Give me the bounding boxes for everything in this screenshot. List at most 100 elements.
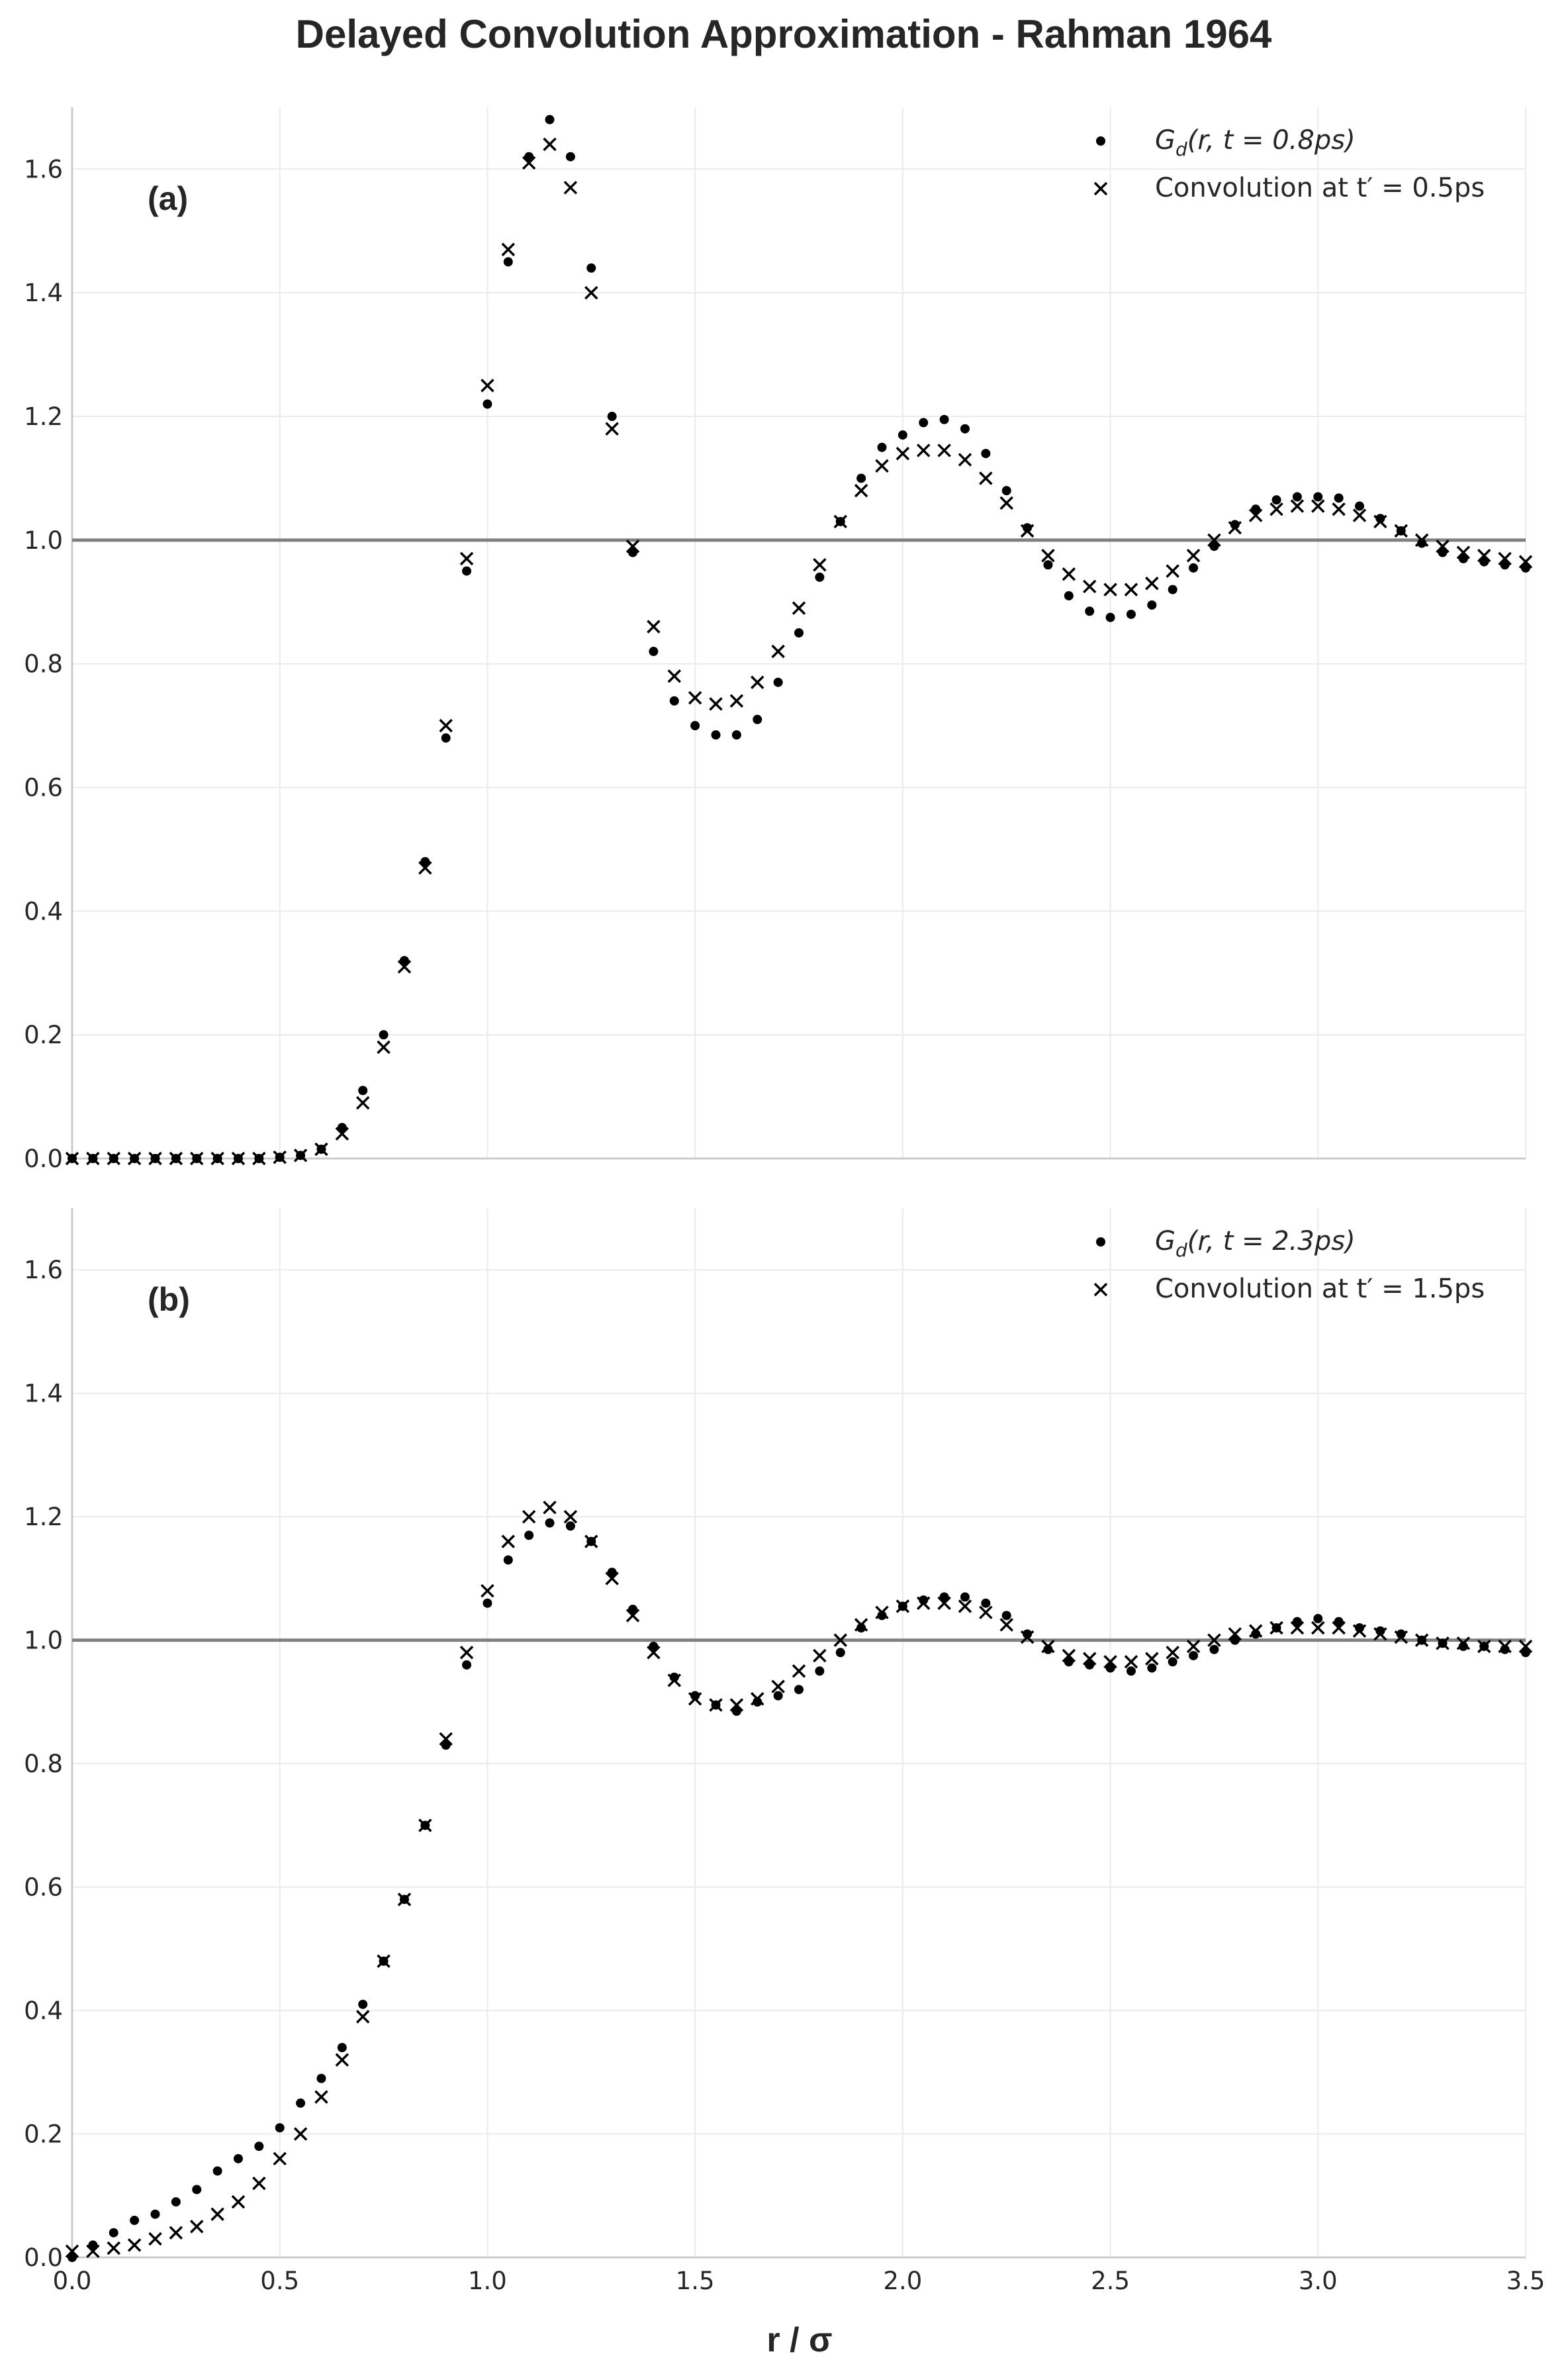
data-point-x xyxy=(1456,1636,1471,1650)
data-point-x xyxy=(937,1596,951,1610)
data-point-dot xyxy=(773,1691,783,1701)
data-point-x xyxy=(584,1535,598,1548)
data-point-x xyxy=(107,1151,120,1166)
data-point-x xyxy=(1436,539,1450,553)
data-point-x xyxy=(563,181,578,195)
data-point-dot xyxy=(981,449,991,459)
data-point-x xyxy=(667,669,682,683)
data-point-dot xyxy=(1292,492,1302,502)
data-point-dot xyxy=(898,430,907,440)
data-point-dot xyxy=(1313,492,1323,502)
data-point-x xyxy=(86,2244,100,2258)
data-point-x xyxy=(522,1509,536,1524)
x-tick-label: 2.5 xyxy=(1091,2267,1130,2295)
data-point-dot xyxy=(815,572,825,582)
data-point-x xyxy=(355,1096,370,1110)
data-point-x xyxy=(231,2195,246,2209)
data-point-x xyxy=(293,2127,308,2141)
data-point-dot xyxy=(441,733,451,743)
data-point-x xyxy=(1124,1655,1138,1669)
data-point-dot xyxy=(981,1598,991,1608)
data-point-x xyxy=(999,1618,1013,1632)
data-point-x xyxy=(1124,583,1138,596)
data-point-x xyxy=(459,1646,474,1660)
data-point-x xyxy=(1352,508,1367,522)
legend-args: (r, t = 0.8ps) xyxy=(1187,125,1356,156)
legend-entry-gd: Gd(r, t = 2.3ps) xyxy=(1155,1226,1356,1261)
data-point-x xyxy=(1394,524,1408,538)
data-point-x xyxy=(875,459,889,473)
data-point-dot xyxy=(503,1555,513,1565)
data-point-x xyxy=(335,1127,349,1141)
data-point-dot xyxy=(275,2123,285,2133)
data-point-x xyxy=(1248,508,1263,522)
data-point-dot xyxy=(358,1086,368,1096)
data-point-x xyxy=(439,1732,453,1746)
data-point-x xyxy=(252,2176,266,2191)
data-point-x xyxy=(543,1500,557,1515)
data-point-x xyxy=(169,1151,183,1166)
panel-a: 0.0 0.2 0.4 0.6 0.8 1.0 1.2 1.4 1.6 (a) Gd(r, t = … xyxy=(24,107,1533,1173)
legend-subscript: d xyxy=(1176,1239,1187,1261)
data-point-dot xyxy=(1313,1614,1323,1624)
data-point-dot xyxy=(586,263,596,273)
data-point-x xyxy=(1311,1621,1325,1635)
data-point-x xyxy=(459,551,474,566)
legend-entry-gd: Gd(r, t = 0.8ps) xyxy=(1155,125,1356,160)
data-point-x xyxy=(667,1674,682,1687)
data-point-x xyxy=(1186,548,1201,563)
data-point-x xyxy=(1414,533,1429,547)
data-point-dot xyxy=(939,414,949,424)
data-point-x xyxy=(210,2207,224,2221)
data-point-x xyxy=(1207,533,1221,547)
data-point-x xyxy=(916,1596,931,1610)
y-tick-label: 0.6 xyxy=(24,1873,63,1902)
data-point-dot xyxy=(545,1518,555,1528)
data-point-x xyxy=(771,644,785,659)
data-point-dot xyxy=(1168,1657,1177,1667)
data-point-x xyxy=(273,1150,287,1164)
data-point-dot xyxy=(565,152,575,162)
data-point-dot xyxy=(1001,1611,1011,1621)
x-tick-label: 3.5 xyxy=(1506,2267,1545,2295)
legend-symbol: G xyxy=(1155,125,1176,156)
data-point-dot xyxy=(1147,1663,1157,1673)
series-gd xyxy=(68,115,1530,1163)
data-point-dot xyxy=(1085,606,1095,616)
y-tick-label: 0.8 xyxy=(24,1750,63,1778)
x-tick-label: 1.5 xyxy=(676,2267,715,2295)
data-point-dot xyxy=(1064,591,1074,600)
data-point-x xyxy=(709,697,723,711)
data-point-x xyxy=(501,1535,516,1548)
data-point-x xyxy=(148,2232,162,2246)
data-point-x xyxy=(605,422,619,436)
data-point-x xyxy=(625,539,640,553)
legend: Gd(r, t = 2.3ps) Convolution at t′ = 1.5p… xyxy=(1093,1226,1485,1304)
data-point-x xyxy=(522,156,536,170)
data-point-x xyxy=(1103,1655,1117,1669)
data-point-x xyxy=(771,1679,785,1693)
data-point-x xyxy=(543,137,557,152)
data-point-dot xyxy=(545,115,555,124)
series-convolution xyxy=(65,137,1533,1166)
data-point-x xyxy=(1041,548,1055,563)
data-point-x xyxy=(127,1151,142,1166)
data-point-dot xyxy=(1126,1666,1136,1676)
data-point-x xyxy=(397,1893,412,1907)
data-point-x xyxy=(647,1646,661,1660)
data-point-x xyxy=(377,1040,391,1055)
data-point-dot xyxy=(1043,560,1053,570)
data-point-dot xyxy=(1355,501,1365,511)
data-point-x xyxy=(688,690,702,705)
data-point-dot xyxy=(1001,486,1011,496)
y-tick-label: 1.6 xyxy=(24,1256,63,1284)
data-point-x xyxy=(65,2244,79,2258)
data-point-x xyxy=(1145,1652,1159,1666)
legend-subscript: d xyxy=(1176,138,1187,160)
data-point-x xyxy=(1477,1639,1491,1654)
data-point-x xyxy=(1166,564,1179,578)
data-point-x xyxy=(1373,1627,1387,1641)
data-point-dot xyxy=(358,1999,368,2009)
x-tick-label: 1.0 xyxy=(468,2267,507,2295)
y-tick-label: 0.2 xyxy=(24,2120,63,2149)
